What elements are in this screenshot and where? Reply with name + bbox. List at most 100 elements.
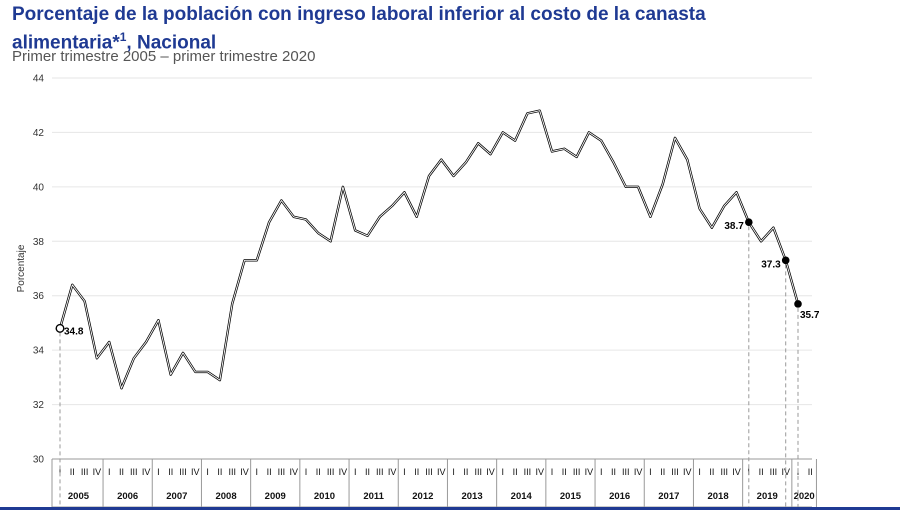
x-quarter-label: III: [376, 467, 384, 477]
filled-point-marker: [781, 256, 790, 265]
x-quarter-label: IV: [437, 467, 446, 477]
x-year-label-2017: 2017: [658, 491, 679, 502]
x-year-label-2006: 2006: [117, 491, 138, 502]
y-axis: 30 32 34 36 38 40 42 44: [33, 74, 45, 466]
x-quarter-label: III: [130, 467, 138, 477]
x-quarter-label: IV: [535, 467, 544, 477]
x-quarter-label: I: [649, 467, 652, 477]
data-label-0: 34.8: [64, 326, 84, 337]
data-label-56: 38.7: [724, 221, 744, 232]
filled-point-marker: [745, 218, 753, 227]
x-quarter-label: II: [562, 467, 567, 477]
x-year-label-2014: 2014: [511, 491, 533, 502]
x-year-label-2015: 2015: [560, 491, 582, 502]
x-year-label-2008: 2008: [215, 491, 236, 502]
x-quarter-label: III: [179, 467, 187, 477]
x-quarter-label: III: [524, 467, 532, 477]
x-quarter-label: IV: [585, 467, 594, 477]
filled-point-marker: [794, 300, 802, 308]
y-tick-42: 42: [33, 128, 45, 139]
x-quarter-label: I: [59, 467, 62, 477]
x-quarter-label: IV: [388, 467, 397, 477]
x-quarter-label: II: [365, 467, 370, 477]
x-quarter-label: I: [256, 467, 259, 477]
x-year-label-2010: 2010: [314, 491, 335, 502]
x-quarter-label: II: [513, 467, 518, 477]
x-quarter-label: I: [698, 467, 701, 477]
x-quarter-label: III: [81, 467, 89, 477]
x-quarter-label: I: [452, 467, 455, 477]
x-quarter-label: II: [316, 467, 321, 477]
x-quarter-label: IV: [289, 467, 298, 477]
x-quarter-label: I: [206, 467, 209, 477]
x-quarter-label: II: [709, 467, 714, 477]
x-quarter-label: III: [770, 467, 778, 477]
y-tick-34: 34: [33, 346, 45, 357]
x-year-label-2016: 2016: [609, 491, 630, 502]
x-quarter-label: I: [354, 467, 357, 477]
x-quarter-label: II: [759, 467, 764, 477]
x-quarter-label: III: [671, 467, 679, 477]
data-label-60: 35.7: [800, 310, 820, 321]
x-quarter-label: IV: [339, 467, 348, 477]
x-quarter-label: I: [305, 467, 308, 477]
x-quarter-label: II: [463, 467, 468, 477]
x-quarter-label: II: [414, 467, 419, 477]
x-quarter-label: III: [720, 467, 728, 477]
x-quarter-label: IV: [634, 467, 643, 477]
x-quarter-label: IV: [142, 467, 151, 477]
x-quarter-label: IV: [191, 467, 200, 477]
x-quarter-label: III: [573, 467, 581, 477]
x-year-label-2018: 2018: [707, 491, 728, 502]
x-quarter-label: IV: [683, 467, 692, 477]
grid-lines: [52, 77, 812, 460]
x-quarter-label: II: [267, 467, 272, 477]
x-year-label-2012: 2012: [412, 491, 433, 502]
x-quarter-label: I: [502, 467, 505, 477]
x-quarter-label: II: [168, 467, 173, 477]
y-tick-30: 30: [33, 455, 45, 466]
x-quarter-label: II: [70, 467, 75, 477]
y-tick-32: 32: [33, 400, 45, 411]
bottom-accent-bar: [0, 507, 900, 510]
point-markers: 34.8 38.7 37.3 35.7: [55, 218, 820, 337]
chart-title-tail: , Nacional: [126, 32, 217, 54]
series-line: [58, 109, 800, 390]
x-quarter-label: II: [119, 467, 124, 477]
x-quarter-label: IV: [240, 467, 249, 477]
x-quarter-label: I: [157, 467, 160, 477]
chart-title-text: Porcentaje de la población con ingreso l…: [12, 4, 706, 54]
x-year-label-2009: 2009: [265, 491, 286, 502]
x-quarter-label: III: [327, 467, 335, 477]
x-year-label-2005: 2005: [68, 491, 90, 502]
series-line-inner: [59, 110, 799, 389]
y-tick-38: 38: [33, 237, 45, 248]
x-year-label-2007: 2007: [166, 491, 187, 502]
x-quarter-label: IV: [486, 467, 495, 477]
x-year-label-2011: 2011: [363, 491, 384, 502]
x-year-label-2013: 2013: [461, 491, 482, 502]
y-axis-label: Porcentaje: [16, 244, 27, 292]
chart-subtitle: Primer trimestre 2005 – primer trimestre…: [12, 48, 316, 65]
x-quarter-label: I: [403, 467, 406, 477]
x-quarter-label: IV: [781, 467, 790, 477]
chart-title: Porcentaje de la población con ingreso l…: [12, 4, 772, 54]
x-quarter-label: I: [551, 467, 554, 477]
x-year-label-2020: 2020: [794, 491, 815, 502]
x-quarter-label: II: [660, 467, 665, 477]
x-quarter-label: III: [425, 467, 433, 477]
x-quarter-label: III: [622, 467, 630, 477]
x-quarter-label: II: [808, 467, 813, 477]
data-label-59: 37.3: [761, 259, 781, 270]
x-quarter-label: I: [600, 467, 603, 477]
y-tick-40: 40: [33, 182, 45, 193]
x-year-label-2019: 2019: [757, 491, 778, 502]
x-quarter-label: II: [217, 467, 222, 477]
open-point-marker: [55, 323, 65, 333]
y-tick-44: 44: [33, 74, 45, 85]
x-quarter-label: IV: [732, 467, 741, 477]
x-quarter-label: III: [474, 467, 482, 477]
chart-title-footnote-mark: 1: [119, 30, 127, 44]
